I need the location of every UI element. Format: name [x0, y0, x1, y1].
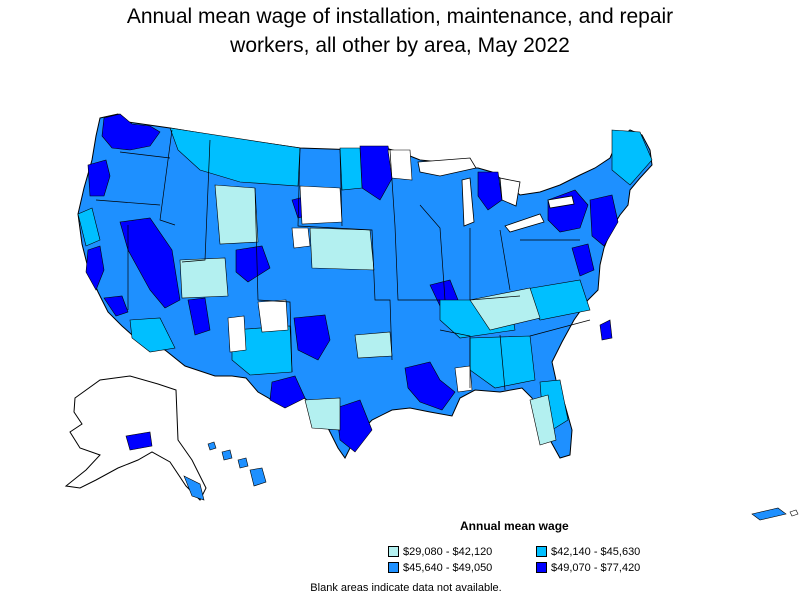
legend-swatch	[536, 546, 547, 557]
region-nm	[293, 314, 331, 361]
region-sf-bay	[85, 245, 105, 291]
region-nd-west	[339, 147, 363, 191]
region-blank-mn-north	[387, 149, 413, 181]
alaska-anchorage	[125, 431, 153, 451]
lake-huron	[499, 177, 521, 207]
region-florida-west	[529, 394, 557, 446]
region-nc-coast	[599, 319, 613, 341]
legend-swatch	[388, 562, 399, 573]
region-maine	[611, 129, 653, 186]
region-utah-east	[235, 245, 271, 283]
hawaii-islands	[207, 441, 267, 487]
lake-ontario	[547, 195, 575, 209]
legend-item: $29,080 - $42,120	[388, 545, 536, 558]
legend-label: $45,640 - $49,050	[403, 561, 493, 574]
region-blank-colorado	[257, 299, 289, 333]
legend-label: $29,080 - $42,120	[403, 545, 493, 558]
region-mid-atlantic	[571, 243, 595, 277]
region-michigan	[477, 171, 503, 211]
region-louisiana	[404, 361, 456, 411]
legend-swatch	[388, 546, 399, 557]
state-borders	[95, 129, 591, 391]
region-blank-wyoming-east	[291, 227, 311, 249]
region-n-california	[77, 207, 101, 247]
region-west-tx	[269, 375, 306, 409]
region-portland	[87, 159, 111, 197]
lake-superior	[417, 157, 477, 177]
great-lakes	[417, 157, 575, 233]
lake-erie	[504, 213, 545, 233]
legend-swatch	[536, 562, 547, 573]
region-blank-nm-west	[227, 315, 247, 353]
region-nevada	[119, 217, 181, 309]
legend-label: $42,140 - $45,630	[551, 545, 641, 558]
map-title: Annual mean wage of installation, mainte…	[0, 2, 800, 60]
legend-item: $49,070 - $77,420	[536, 561, 666, 574]
legend-item: $45,640 - $49,050	[388, 561, 536, 574]
map-title-line-2: workers, all other by area, May 2022	[230, 34, 570, 57]
legend-title: Annual mean wage	[460, 519, 569, 533]
region-blank-mississippi	[454, 365, 473, 393]
map-title-line-1: Annual mean wage of installation, mainte…	[126, 5, 674, 28]
region-utah	[179, 257, 229, 299]
blank-regions	[227, 149, 473, 393]
blank-areas-note: Blank areas indicate data not available.	[310, 582, 502, 594]
lake-michigan	[461, 177, 475, 227]
legend-label: $49,070 - $77,420	[551, 561, 641, 574]
dark-blue-regions	[85, 113, 619, 453]
region-seattle	[101, 113, 161, 151]
region-gulf-tx	[335, 399, 373, 453]
region-socal	[103, 295, 129, 317]
region-oklahoma-south	[354, 331, 393, 359]
region-az-north	[187, 297, 211, 336]
region-nebraska	[309, 227, 375, 271]
virgin-islands	[789, 509, 799, 517]
region-az-south	[129, 317, 176, 353]
alaska-southeast	[183, 475, 205, 501]
sky-blue-regions	[77, 127, 653, 431]
region-wyoming	[214, 184, 259, 245]
legend: $29,080 - $42,120 $42,140 - $45,630 $45,…	[388, 545, 666, 574]
region-south-tx	[304, 397, 341, 431]
region-new-england-south	[589, 194, 619, 247]
region-blank-dakota	[299, 185, 343, 225]
legend-item: $42,140 - $45,630	[536, 545, 666, 558]
puerto-rico	[751, 507, 787, 521]
